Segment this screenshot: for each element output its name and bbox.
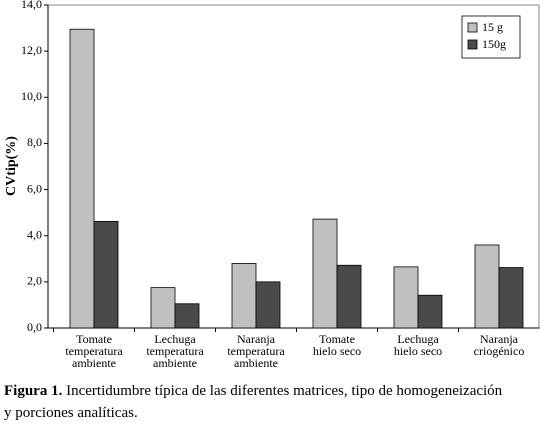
- chart: CVtip(%) 0,0 2,0 4,0 6,0 8,0 10,0 12,0 14,0 Toma…: [4, 0, 540, 370]
- y-tick-label: 14,0: [21, 0, 42, 11]
- bar: [150, 287, 176, 329]
- y-axis-label: CVtip(%): [4, 136, 19, 196]
- y-tick-label: 0,0: [27, 320, 42, 334]
- caption-line: y porciones analíticas.: [4, 402, 138, 424]
- caption-line: Figura 1. Incertidumbre típica de las di…: [4, 380, 502, 402]
- bar: [231, 262, 257, 329]
- legend-swatch: [467, 39, 478, 50]
- x-tick-label: Tomate: [76, 332, 112, 346]
- bar: [312, 218, 338, 329]
- bar: [174, 303, 200, 329]
- bar: [498, 267, 524, 329]
- x-tick-label: Lechuga: [154, 332, 196, 346]
- legend-label: 150g: [482, 37, 506, 51]
- y-tick-label: 4,0: [27, 227, 42, 241]
- x-tick-label: criogénico: [474, 344, 525, 358]
- x-tick-label: temperatura: [146, 344, 204, 358]
- bar: [336, 264, 362, 329]
- x-tick-label: Naranja: [237, 332, 276, 346]
- caption-text: Incertidumbre típica de las diferentes m…: [66, 383, 503, 399]
- x-tick-label: ambiente: [153, 356, 197, 370]
- bar: [69, 28, 95, 329]
- x-tick-label: Tomate: [319, 332, 355, 346]
- x-tick-label: temperatura: [227, 344, 285, 358]
- bar: [393, 266, 419, 329]
- x-tick-label: ambiente: [72, 356, 116, 370]
- caption-text: y porciones analíticas.: [4, 405, 138, 421]
- x-tick-label: hielo seco: [394, 344, 442, 358]
- bar: [417, 294, 443, 329]
- x-tick-label: ambiente: [234, 356, 278, 370]
- legend-label: 15 g: [482, 20, 503, 34]
- bar: [474, 244, 500, 329]
- x-tick-label: temperatura: [65, 344, 123, 358]
- y-tick-label: 12,0: [21, 43, 42, 57]
- x-tick-label: Naranja: [480, 332, 519, 346]
- y-tick-label: 6,0: [27, 181, 42, 195]
- y-tick-label: 10,0: [21, 89, 42, 103]
- legend-swatch: [467, 22, 478, 33]
- x-tick-label: Lechuga: [397, 332, 439, 346]
- x-tick-label: hielo seco: [313, 344, 361, 358]
- caption-label: Figura 1.: [4, 383, 63, 399]
- bar: [93, 221, 119, 329]
- y-tick-label: 2,0: [27, 274, 42, 288]
- y-tick-label: 8,0: [27, 135, 42, 149]
- bar: [255, 281, 281, 329]
